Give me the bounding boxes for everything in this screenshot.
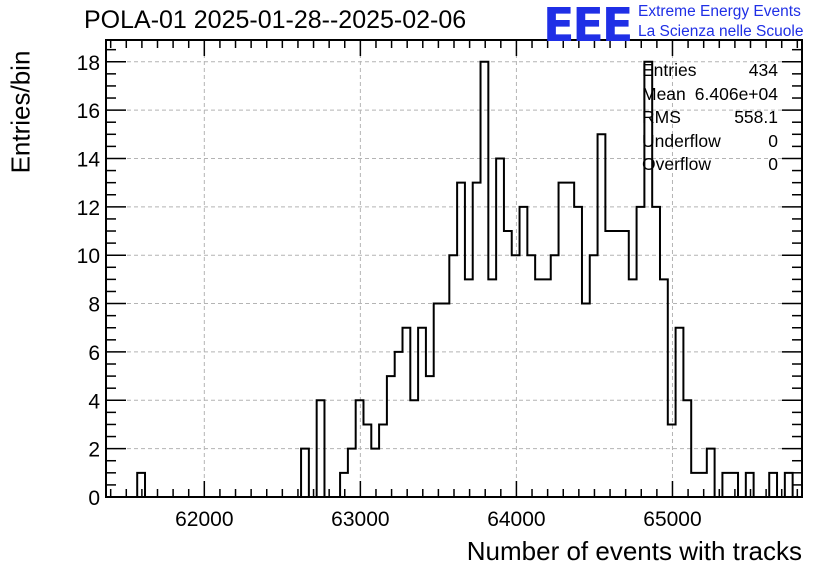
histogram-bar	[668, 424, 676, 497]
histogram-bar	[520, 207, 528, 497]
grid-lines	[106, 40, 802, 497]
histogram-bar	[621, 231, 629, 497]
logo-caption: Extreme Energy Events La Scienza nelle S…	[638, 2, 803, 42]
histogram-bar	[566, 183, 574, 497]
stats-box: Entries 434 Mean 6.406e+04 RMS 558.1 Underf…	[642, 60, 778, 178]
histogram-bar	[598, 134, 606, 497]
histogram-bar	[481, 62, 489, 497]
y-tick-label: 16	[77, 100, 100, 123]
histogram-bar	[418, 328, 426, 497]
histogram-bar	[543, 279, 551, 497]
eee-logo: EEE	[543, 0, 633, 52]
histogram-bar	[473, 183, 481, 497]
histogram-bar	[449, 255, 457, 497]
y-tick-label: 0	[88, 487, 100, 510]
stat-key: RMS	[642, 107, 681, 127]
histogram-bar	[707, 449, 715, 497]
logo-caption-line1: Extreme Energy Events	[638, 3, 801, 20]
y-tick-label: 14	[77, 148, 101, 171]
histogram-bar	[535, 279, 543, 497]
y-tick-label: 6	[88, 342, 100, 365]
histogram-bar	[559, 183, 567, 497]
stat-value: 558.1	[734, 107, 778, 127]
histogram-bar	[527, 255, 535, 497]
histogram-bar	[590, 255, 598, 497]
stat-entries: Entries 434	[642, 60, 778, 84]
stat-value: 0	[768, 154, 778, 174]
histogram-bar	[637, 207, 645, 497]
stat-key: Entries	[642, 60, 697, 80]
stat-value: 6.406e+04	[694, 83, 778, 104]
histogram-bar	[488, 279, 496, 497]
histogram-bar	[301, 449, 309, 497]
x-tick-label: 62000	[175, 508, 233, 531]
chart-title: POLA-01 2025-01-28--2025-02-06	[84, 6, 467, 34]
histogram-bar	[317, 400, 325, 497]
histogram-bar	[683, 400, 691, 497]
histogram-bar	[426, 376, 434, 497]
histogram-bar	[137, 473, 145, 497]
stat-value: 0	[768, 130, 778, 151]
x-axis-label: Number of events with tracks	[466, 536, 802, 566]
histogram-bar	[722, 473, 730, 497]
histogram-bar	[403, 328, 411, 497]
histogram-bar	[769, 473, 777, 497]
histogram-bar	[512, 255, 520, 497]
stat-key: Overflow	[642, 154, 712, 174]
histogram-bar	[371, 449, 379, 497]
stat-overflow: Overflow 0	[642, 154, 778, 178]
histogram-bar	[582, 304, 590, 497]
histogram-bar	[652, 207, 660, 497]
histogram-bar	[410, 400, 418, 497]
histogram-bar	[574, 207, 582, 497]
histogram-bar	[340, 473, 348, 497]
stat-key: Underflow	[642, 130, 721, 151]
y-tick-label: 4	[88, 390, 100, 413]
y-tick-label: 8	[88, 294, 100, 317]
histogram-bar	[676, 328, 684, 497]
histogram-bar	[629, 279, 637, 497]
y-tick-label: 2	[88, 439, 100, 462]
histogram-bar	[785, 473, 793, 497]
y-tick-label: 18	[77, 52, 100, 75]
histogram-bar	[379, 424, 387, 497]
histogram-bar	[660, 279, 668, 497]
histogram-bar	[442, 304, 450, 497]
stat-value: 434	[748, 60, 778, 80]
histogram-bar	[434, 304, 442, 497]
histogram-bar	[387, 376, 395, 497]
histogram-bar	[363, 424, 371, 497]
histogram-bar	[395, 352, 403, 497]
histogram-bar	[699, 473, 707, 497]
stat-key: Mean	[642, 83, 686, 104]
histogram-bar	[730, 473, 738, 497]
histogram-bar	[504, 231, 512, 497]
y-tick-label: 12	[77, 197, 100, 220]
axis-ticks	[106, 40, 802, 498]
y-axis-label: Entries/bin	[5, 50, 36, 174]
stat-mean: Mean 6.406e+04	[642, 84, 778, 108]
logo-caption-line2: La Scienza nelle Scuole	[638, 23, 804, 40]
stat-underflow: Underflow 0	[642, 131, 778, 155]
histogram-bar	[691, 473, 699, 497]
histogram-bar	[356, 400, 364, 497]
axis-tick-labels: 62000 63000 64000 65000 0 2 4 6 8 10 12 14 16 18	[77, 52, 702, 531]
y-tick-label: 10	[77, 245, 100, 268]
histogram-bar	[746, 473, 754, 497]
histogram-bar	[457, 183, 465, 497]
x-tick-label: 65000	[643, 508, 701, 531]
histogram-bar	[465, 279, 473, 497]
histogram-bar	[613, 231, 621, 497]
stat-rms: RMS 558.1	[642, 107, 778, 131]
histogram-bar	[348, 449, 356, 497]
histogram-bar	[496, 158, 504, 497]
x-tick-label: 63000	[331, 508, 389, 531]
histogram-bar	[551, 255, 559, 497]
x-tick-label: 64000	[487, 508, 545, 531]
histogram-bar	[605, 231, 613, 497]
